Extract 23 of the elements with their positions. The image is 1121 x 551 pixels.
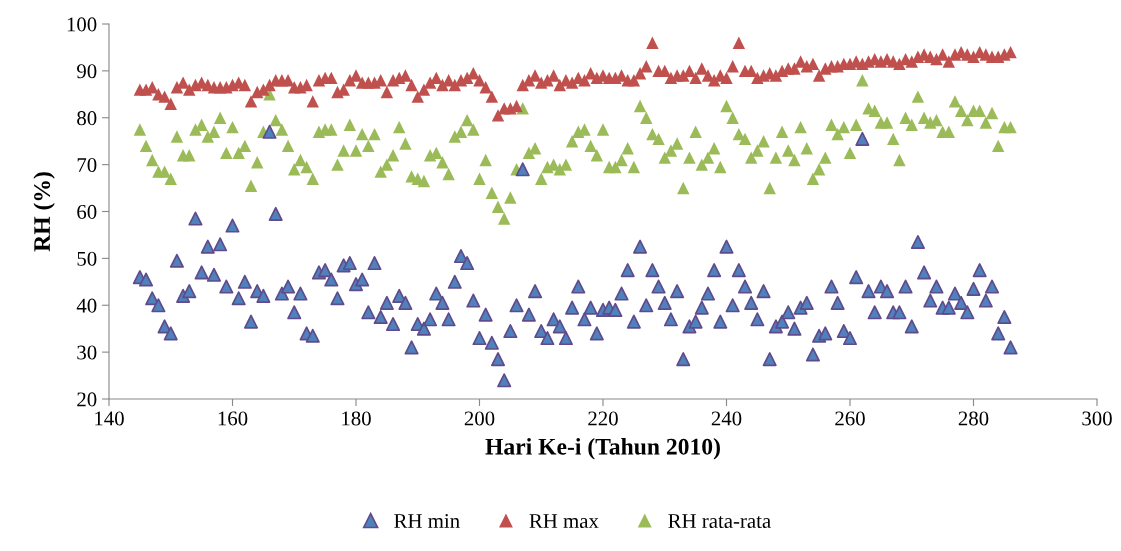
x-tick-label: 140 bbox=[95, 411, 124, 426]
x-tick-label: 180 bbox=[342, 411, 371, 426]
x-tick-label: 260 bbox=[835, 411, 865, 426]
x-axis-title: Hari Ke-i (Tahun 2010) bbox=[485, 438, 720, 460]
x-tick-label: 220 bbox=[588, 411, 618, 426]
x-tick-label: 160 bbox=[218, 411, 248, 426]
legend-label: RH min bbox=[394, 514, 460, 528]
x-tick-label: 280 bbox=[958, 411, 989, 426]
legend-label: RH rata-rata bbox=[668, 514, 771, 529]
y-tick-label: 100 bbox=[67, 17, 97, 32]
y-tick-label: 80 bbox=[77, 111, 97, 126]
y-tick-label: 70 bbox=[77, 158, 97, 173]
y-tick-label: 90 bbox=[77, 64, 97, 79]
y-tick-label: 50 bbox=[77, 251, 97, 266]
y-axis-title: RH (%) bbox=[33, 172, 55, 252]
y-tick-label: 30 bbox=[77, 345, 97, 360]
x-tick-label: 300 bbox=[1082, 411, 1112, 426]
y-tick-label: 20 bbox=[77, 392, 97, 407]
y-tick-label: 60 bbox=[77, 204, 97, 219]
x-tick-label: 200 bbox=[464, 411, 495, 426]
x-tick-label: 240 bbox=[711, 411, 742, 426]
legend-label: RH max bbox=[529, 514, 599, 529]
y-tick-label: 40 bbox=[76, 298, 97, 313]
